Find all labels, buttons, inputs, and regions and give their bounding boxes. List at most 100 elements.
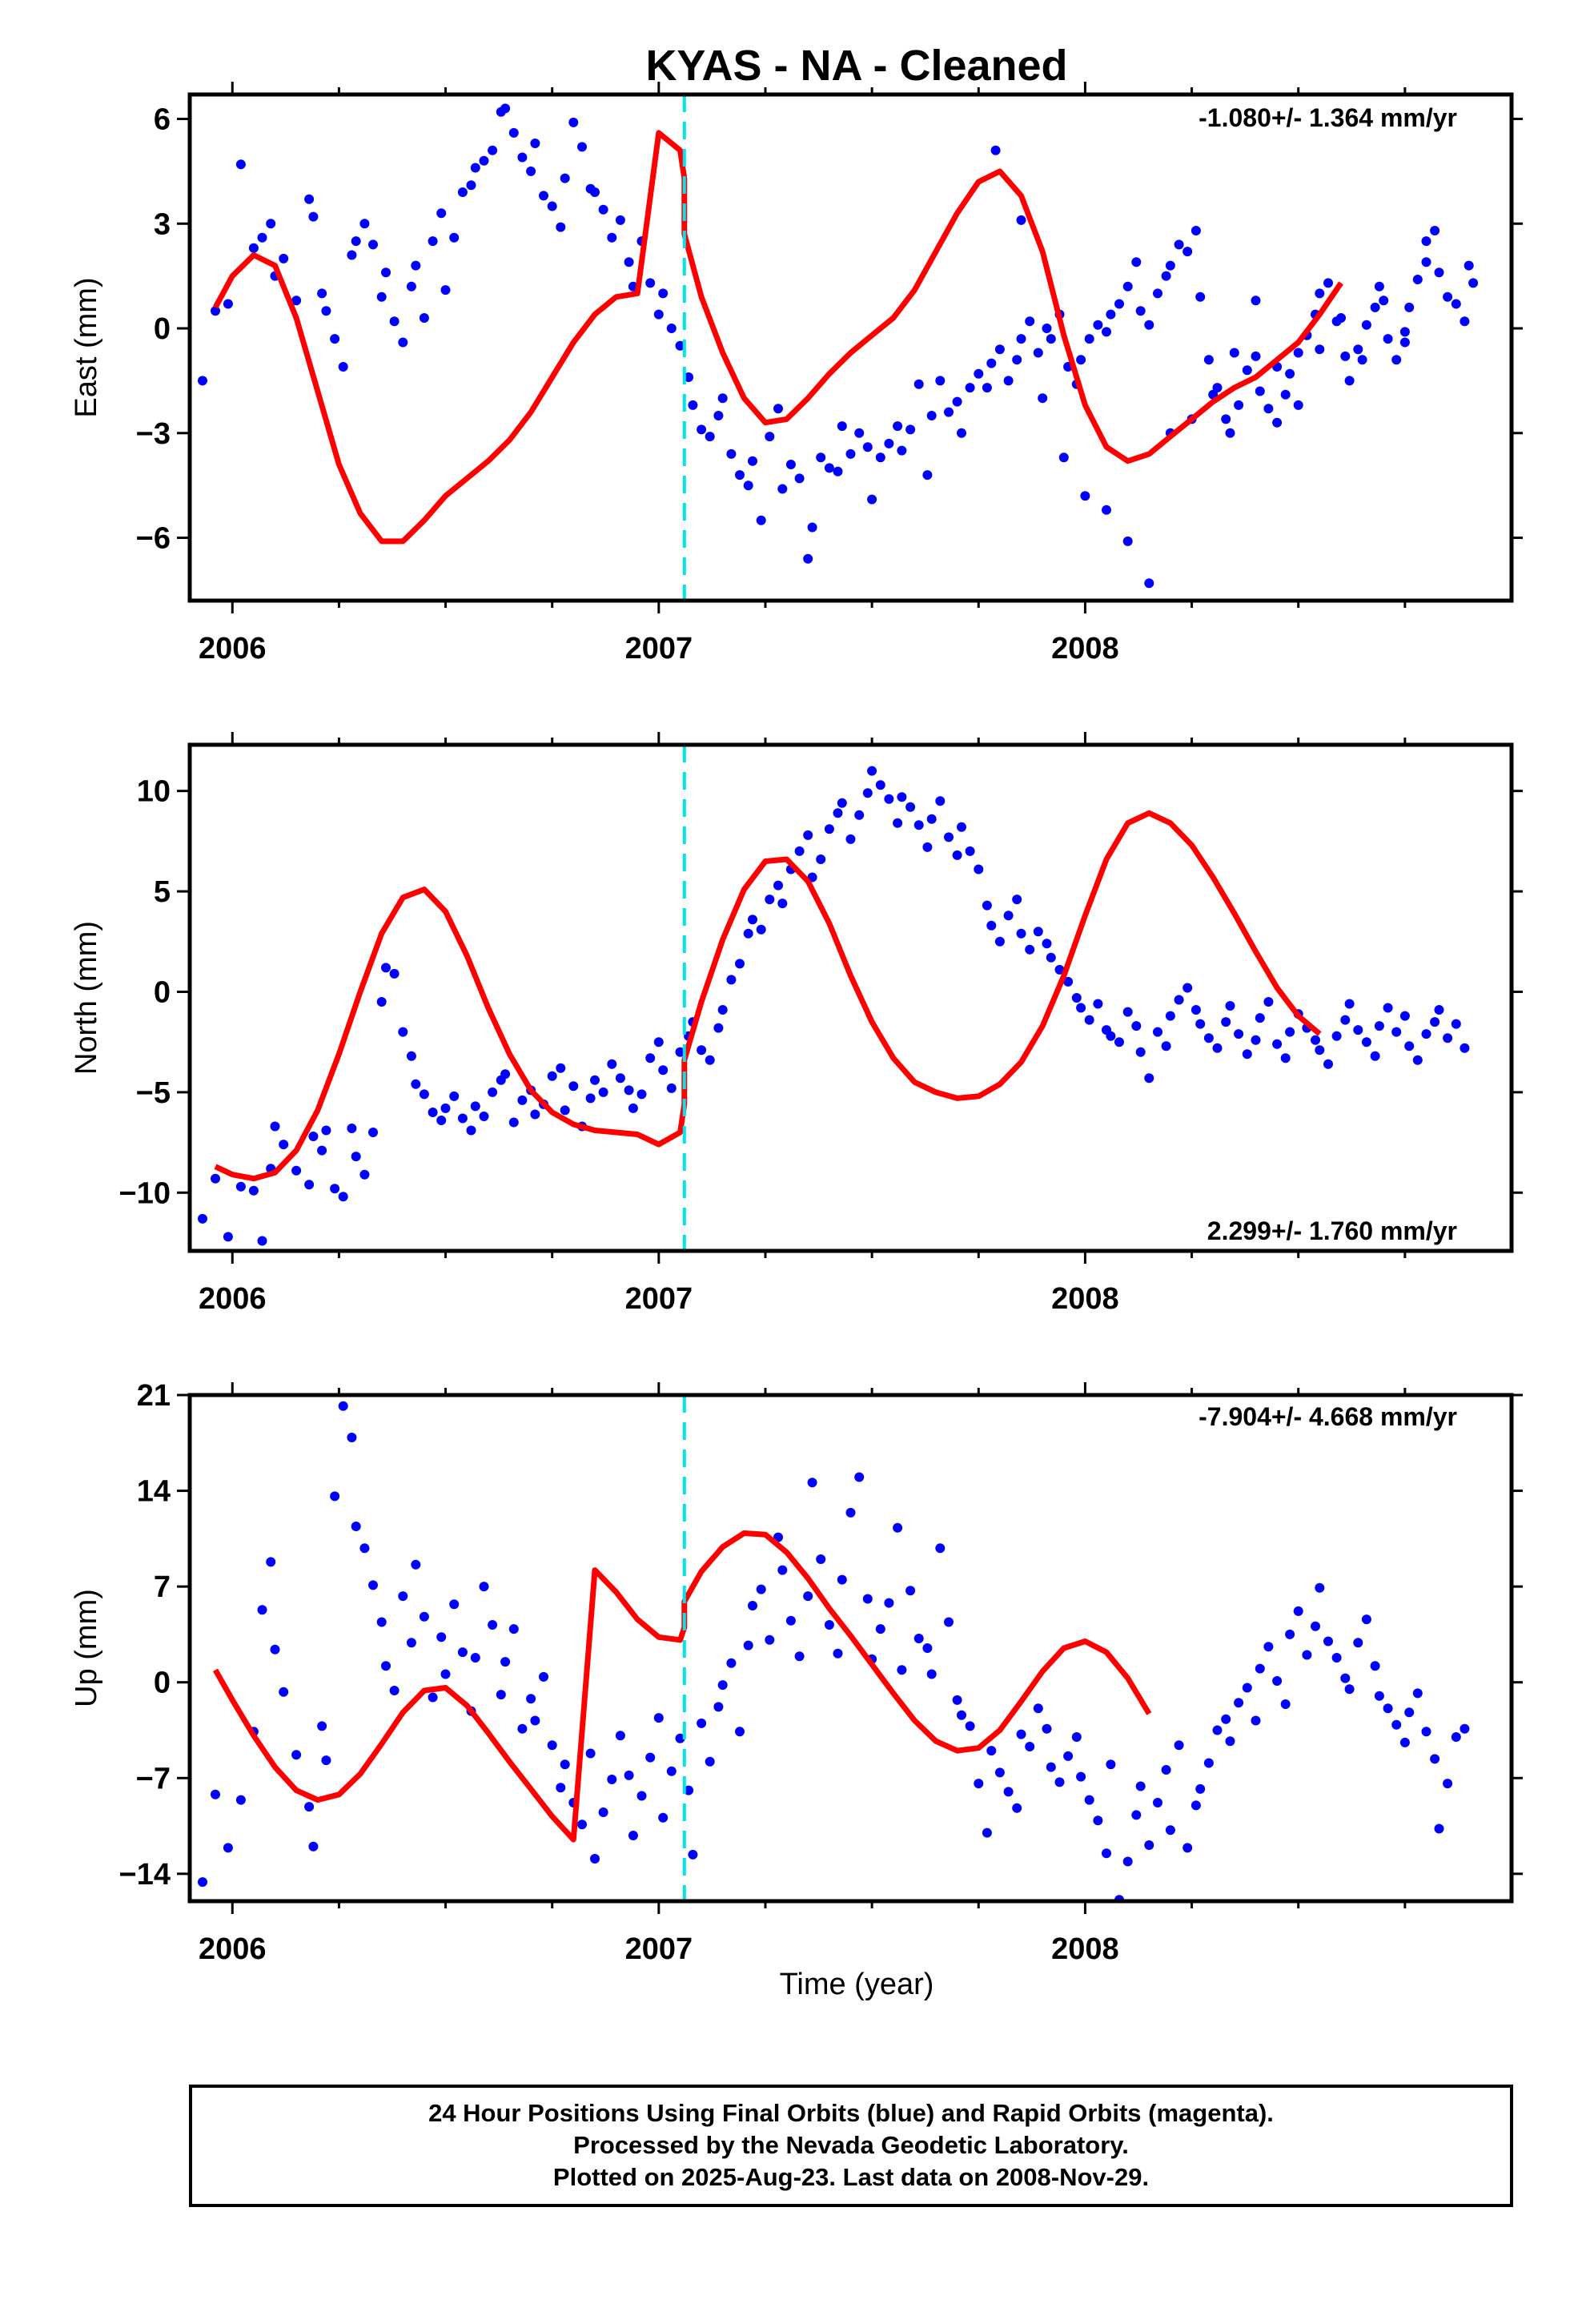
- north-data-point: [338, 1192, 348, 1202]
- north-data-point: [1221, 1017, 1231, 1027]
- north-x-tick-label: 2007: [625, 1282, 693, 1316]
- east-data-point: [235, 159, 246, 170]
- up-data-point: [944, 1617, 954, 1627]
- east-data-point: [1421, 257, 1431, 267]
- up-data-point: [1063, 1751, 1074, 1761]
- north-data-point: [658, 1065, 669, 1076]
- north-data-point: [590, 1075, 600, 1085]
- up-data-point: [223, 1843, 233, 1853]
- east-x-tick-label: 2008: [1051, 632, 1119, 665]
- up-data-point: [1122, 1856, 1133, 1867]
- east-x-tick-label: 2007: [625, 632, 693, 665]
- up-data-point: [526, 1694, 536, 1704]
- east-data-point: [697, 424, 707, 435]
- north-data-point: [1135, 1047, 1146, 1057]
- east-plot-area: [198, 0, 1479, 589]
- east-data-point: [508, 127, 519, 138]
- east-data-point: [785, 460, 796, 469]
- east-data-point: [1379, 296, 1389, 306]
- east-data-point: [862, 442, 873, 452]
- east-data-point: [965, 383, 975, 393]
- east-data-point: [675, 340, 685, 351]
- north-data-point: [547, 1071, 557, 1081]
- north-data-point: [935, 796, 946, 806]
- up-data-point: [1421, 1727, 1431, 1737]
- north-data-point: [508, 1117, 519, 1128]
- up-data-point: [1315, 1582, 1325, 1593]
- east-data-point: [304, 194, 315, 204]
- up-data-point: [833, 1648, 843, 1659]
- up-y-tick-label: 7: [154, 1570, 171, 1604]
- east-data-point: [1370, 302, 1380, 312]
- north-data-point: [1315, 1045, 1325, 1055]
- east-data-point: [198, 376, 207, 386]
- north-data-point: [867, 766, 877, 776]
- up-data-point: [585, 1748, 596, 1759]
- up-data-point: [957, 1710, 966, 1720]
- up-data-point: [496, 1690, 506, 1700]
- east-data-point: [368, 239, 378, 250]
- east-data-point: [1374, 281, 1384, 292]
- east-data-point: [607, 232, 617, 243]
- east-data-point: [1114, 299, 1124, 309]
- east-data-point: [1336, 313, 1346, 323]
- up-x-tick-label: 2008: [1051, 1932, 1119, 1966]
- up-data-point: [1046, 1762, 1056, 1772]
- east-data-point: [560, 173, 570, 183]
- north-data-point: [436, 1116, 447, 1125]
- up-data-point: [756, 1584, 766, 1594]
- north-data-point: [1144, 1073, 1154, 1084]
- up-data-point: [1003, 1787, 1014, 1797]
- north-data-point: [845, 834, 856, 844]
- north-data-point: [1071, 993, 1082, 1003]
- east-data-point: [457, 187, 468, 197]
- east-data-point: [1464, 0, 1474, 5]
- north-data-point: [905, 802, 916, 812]
- north-data-point: [1421, 1029, 1431, 1039]
- north-data-point: [1122, 1007, 1133, 1017]
- up-data-point: [905, 1586, 916, 1596]
- east-data-point: [1033, 348, 1043, 358]
- north-data-point: [1464, 0, 1474, 5]
- up-data-point: [1144, 1840, 1154, 1850]
- up-data-point: [547, 1740, 557, 1751]
- north-data-point: [1042, 939, 1052, 949]
- north-data-point: [440, 1103, 451, 1113]
- north-data-point: [1003, 911, 1014, 921]
- east-data-point: [598, 204, 608, 215]
- east-data-point: [547, 201, 557, 211]
- east-data-point: [1353, 344, 1363, 355]
- up-data-point: [1272, 1676, 1283, 1686]
- north-data-point: [1234, 1029, 1244, 1039]
- east-data-point: [777, 484, 788, 494]
- up-data-point: [457, 1647, 468, 1658]
- up-data-point: [952, 1695, 962, 1705]
- north-data-point: [198, 1213, 207, 1224]
- north-data-point: [530, 1109, 540, 1120]
- north-data-point: [628, 1103, 638, 1113]
- east-data-point: [1412, 275, 1423, 284]
- up-data-point: [1225, 1736, 1235, 1747]
- east-data-point: [1361, 320, 1371, 330]
- east-data-point: [266, 219, 276, 229]
- up-data-point: [440, 1669, 451, 1679]
- east-y-tick-label: −3: [136, 417, 171, 451]
- up-data-point: [1340, 1673, 1351, 1683]
- up-y-tick-label: 14: [137, 1475, 171, 1509]
- east-model-line: [212, 130, 1343, 545]
- east-data-point: [756, 515, 766, 525]
- east-data-point: [773, 404, 783, 414]
- north-data-point: [347, 1124, 357, 1133]
- east-data-point: [944, 407, 954, 417]
- north-data-point: [875, 780, 885, 790]
- up-data-point: [1084, 1795, 1094, 1805]
- north-data-point: [470, 1101, 480, 1112]
- east-data-point: [1122, 281, 1133, 292]
- up-rate-label: -7.904+/- 4.668 mm/yr: [1199, 1402, 1457, 1431]
- east-data-point: [1383, 334, 1393, 344]
- up-data-point: [862, 1594, 873, 1604]
- east-data-point: [1404, 302, 1415, 312]
- up-data-point: [304, 1802, 315, 1812]
- north-data-point: [1460, 1043, 1470, 1053]
- east-data-point: [248, 243, 259, 253]
